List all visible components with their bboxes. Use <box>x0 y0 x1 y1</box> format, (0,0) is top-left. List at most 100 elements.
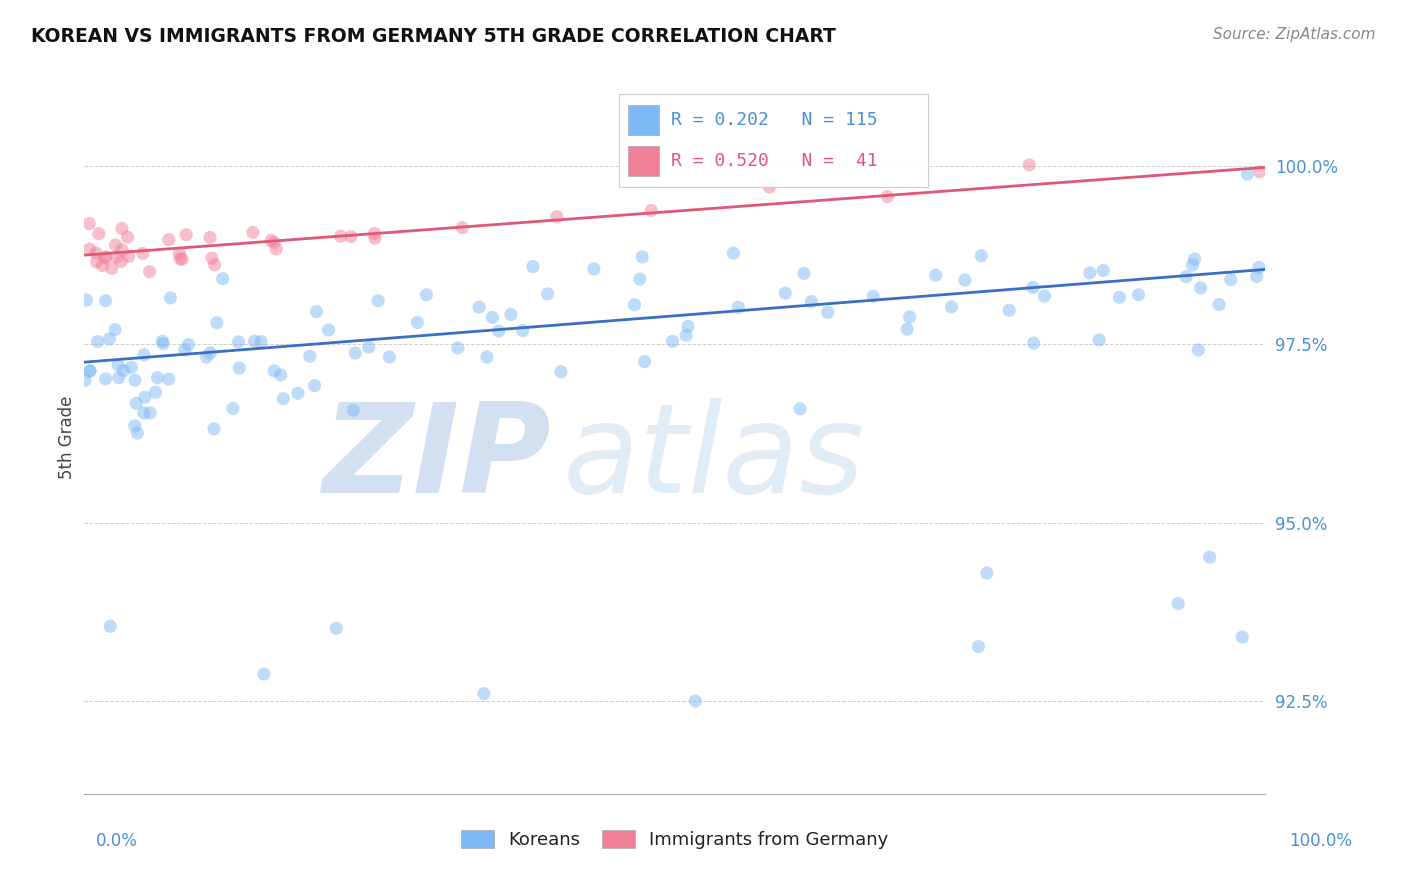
Point <box>211 271 233 285</box>
Point <box>793 266 815 280</box>
Point <box>896 322 918 336</box>
Point <box>98 332 121 346</box>
Point <box>118 249 141 263</box>
Point <box>94 251 117 265</box>
Point <box>169 252 191 266</box>
Point <box>79 242 101 256</box>
Point <box>367 293 389 308</box>
Point <box>536 286 558 301</box>
Point <box>132 406 155 420</box>
Point <box>862 289 884 303</box>
Point <box>675 328 697 343</box>
Point <box>582 261 605 276</box>
Text: 100.0%: 100.0% <box>1289 831 1353 849</box>
Point <box>112 363 135 377</box>
Point <box>898 310 921 324</box>
Point <box>132 348 155 362</box>
Point <box>546 210 568 224</box>
Text: R = 0.520   N =  41: R = 0.520 N = 41 <box>671 153 877 170</box>
Point <box>110 254 132 268</box>
Point <box>488 324 510 338</box>
Point <box>817 305 839 319</box>
Point <box>270 368 292 382</box>
Point <box>318 323 340 337</box>
Point <box>125 396 148 410</box>
Point <box>94 293 117 308</box>
Point <box>633 354 655 368</box>
Point <box>266 242 288 256</box>
Point <box>1198 550 1220 565</box>
Point <box>340 229 363 244</box>
Point <box>86 334 108 349</box>
Point <box>132 246 155 260</box>
Point <box>363 227 385 241</box>
Point <box>177 337 200 351</box>
Point <box>342 403 364 417</box>
Point <box>1022 336 1045 351</box>
Point <box>472 687 495 701</box>
Point <box>263 235 285 250</box>
Point <box>157 233 180 247</box>
Point <box>953 273 976 287</box>
Point <box>1247 260 1270 275</box>
Point <box>134 390 156 404</box>
Point <box>789 401 811 416</box>
Point <box>1088 333 1111 347</box>
Point <box>111 243 134 257</box>
Point <box>1208 297 1230 311</box>
Y-axis label: 5th Grade: 5th Grade <box>58 395 76 479</box>
Point <box>1033 289 1056 303</box>
Point <box>628 272 651 286</box>
Point <box>202 422 225 436</box>
Point <box>1189 281 1212 295</box>
Point <box>139 406 162 420</box>
Point <box>1184 252 1206 266</box>
Point <box>91 259 114 273</box>
Point <box>120 360 142 375</box>
Point <box>77 217 100 231</box>
Point <box>325 621 347 635</box>
Point <box>378 350 401 364</box>
Point <box>84 245 107 260</box>
Point <box>228 334 250 349</box>
Point <box>1175 269 1198 284</box>
Point <box>357 340 380 354</box>
Point <box>550 365 572 379</box>
Point <box>94 372 117 386</box>
Point <box>127 426 149 441</box>
Point <box>631 250 654 264</box>
Point <box>1078 266 1101 280</box>
Point <box>522 260 544 274</box>
Point <box>167 246 190 260</box>
Point <box>344 346 367 360</box>
Point <box>1181 258 1204 272</box>
Point <box>201 251 224 265</box>
Point <box>941 300 963 314</box>
Point <box>970 249 993 263</box>
Point <box>685 694 707 708</box>
Point <box>329 229 352 244</box>
Point <box>1128 287 1150 301</box>
Point <box>364 231 387 245</box>
Point <box>1236 167 1258 181</box>
Point <box>173 343 195 357</box>
Text: 0.0%: 0.0% <box>96 831 138 849</box>
Text: R = 0.202   N = 115: R = 0.202 N = 115 <box>671 111 877 128</box>
Point <box>250 334 273 349</box>
Point <box>157 372 180 386</box>
Point <box>87 227 110 241</box>
Point <box>1232 630 1254 644</box>
Text: ZIP: ZIP <box>322 398 551 519</box>
Point <box>1022 280 1045 294</box>
Point <box>174 227 197 242</box>
Point <box>124 373 146 387</box>
Point <box>152 336 174 351</box>
Point <box>98 619 121 633</box>
Point <box>172 252 194 266</box>
Point <box>723 246 745 260</box>
Point <box>775 286 797 301</box>
Point <box>998 303 1021 318</box>
Point <box>107 370 129 384</box>
Point <box>124 418 146 433</box>
Point <box>86 254 108 268</box>
